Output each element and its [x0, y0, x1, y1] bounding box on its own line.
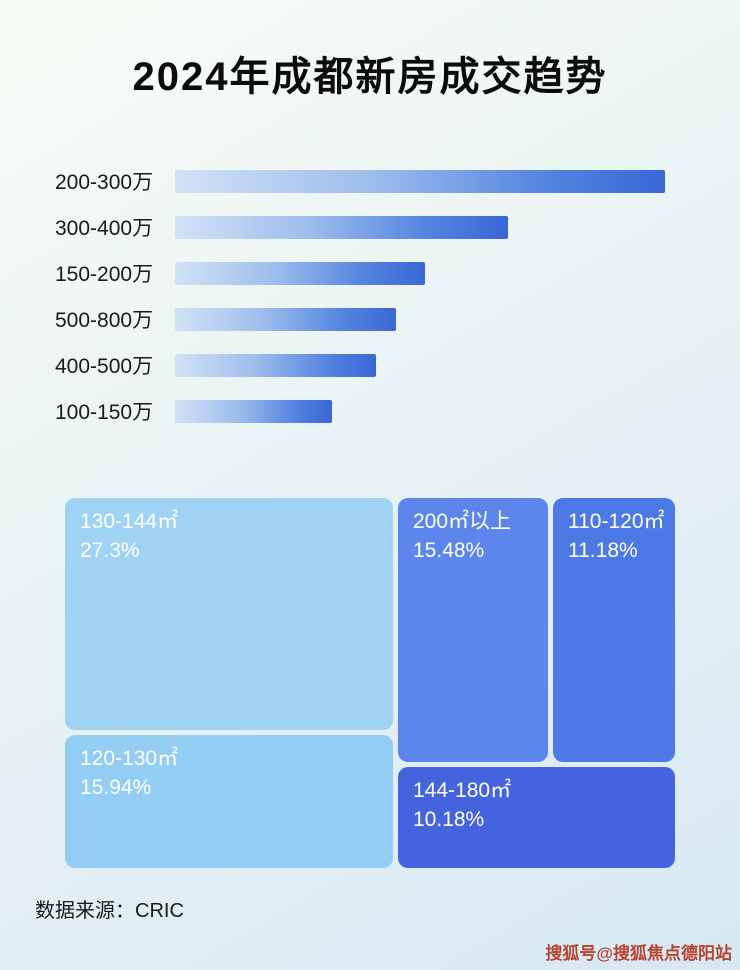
bar-category-label: 300-400万 — [55, 217, 154, 240]
bar-category-label: 100-150万 — [55, 401, 154, 424]
data-source-note: 数据来源：CRIC — [35, 900, 184, 922]
bar — [175, 399, 332, 423]
treemap-block: 144-180㎡ 10.18% — [398, 767, 675, 868]
bar-category-label: 500-800万 — [55, 309, 154, 332]
bar-track — [175, 353, 665, 377]
bar-track — [175, 307, 665, 331]
bar-category-label: 150-200万 — [55, 263, 154, 286]
bar-category-label: 400-500万 — [55, 355, 154, 378]
treemap-block-value: 11.18% — [568, 539, 638, 563]
bar-track — [175, 215, 665, 239]
page-title: 2024年成都新房成交趋势 — [132, 55, 608, 99]
bar-row: 200-300万 — [55, 158, 740, 204]
bar-row: 500-800万 — [55, 296, 740, 342]
treemap-block: 130-144㎡ 27.3% — [65, 498, 393, 730]
bar-row: 400-500万 — [55, 342, 740, 388]
watermark: 搜狐号@搜狐焦点德阳站 — [545, 944, 732, 963]
bar — [175, 261, 425, 285]
bar-track — [175, 399, 665, 423]
bar — [175, 353, 376, 377]
treemap-block-label: 144-180㎡ — [413, 779, 512, 802]
bar-row: 150-200万 — [55, 250, 740, 296]
bar-category-label: 200-300万 — [55, 171, 154, 194]
bar-row: 300-400万 — [55, 204, 740, 250]
bar — [175, 307, 396, 331]
treemap-block-value: 15.48% — [413, 539, 485, 563]
treemap-block-value: 27.3% — [80, 539, 140, 563]
bar-track — [175, 169, 665, 193]
treemap-block-label: 120-130㎡ — [80, 747, 179, 770]
bar-track — [175, 261, 665, 285]
treemap-block-value: 15.94% — [80, 776, 152, 800]
bar-chart: 200-300万 300-400万 150-200万 500-800万 400-… — [55, 158, 740, 434]
treemap-block-label: 110-120㎡ — [568, 510, 665, 533]
treemap-block-label: 130-144㎡ — [80, 510, 179, 533]
treemap-block: 110-120㎡ 11.18% — [553, 498, 675, 762]
bar-row: 100-150万 — [55, 388, 740, 434]
treemap-block-value: 10.18% — [413, 808, 485, 832]
treemap-block-label: 200㎡以上 — [413, 510, 512, 533]
treemap-chart: 130-144㎡ 27.3% 200㎡以上 15.48% 110-120㎡ 11… — [65, 498, 675, 868]
treemap-block: 120-130㎡ 15.94% — [65, 735, 393, 868]
bar — [175, 169, 665, 193]
treemap-block: 200㎡以上 15.48% — [398, 498, 548, 762]
bar — [175, 215, 509, 239]
